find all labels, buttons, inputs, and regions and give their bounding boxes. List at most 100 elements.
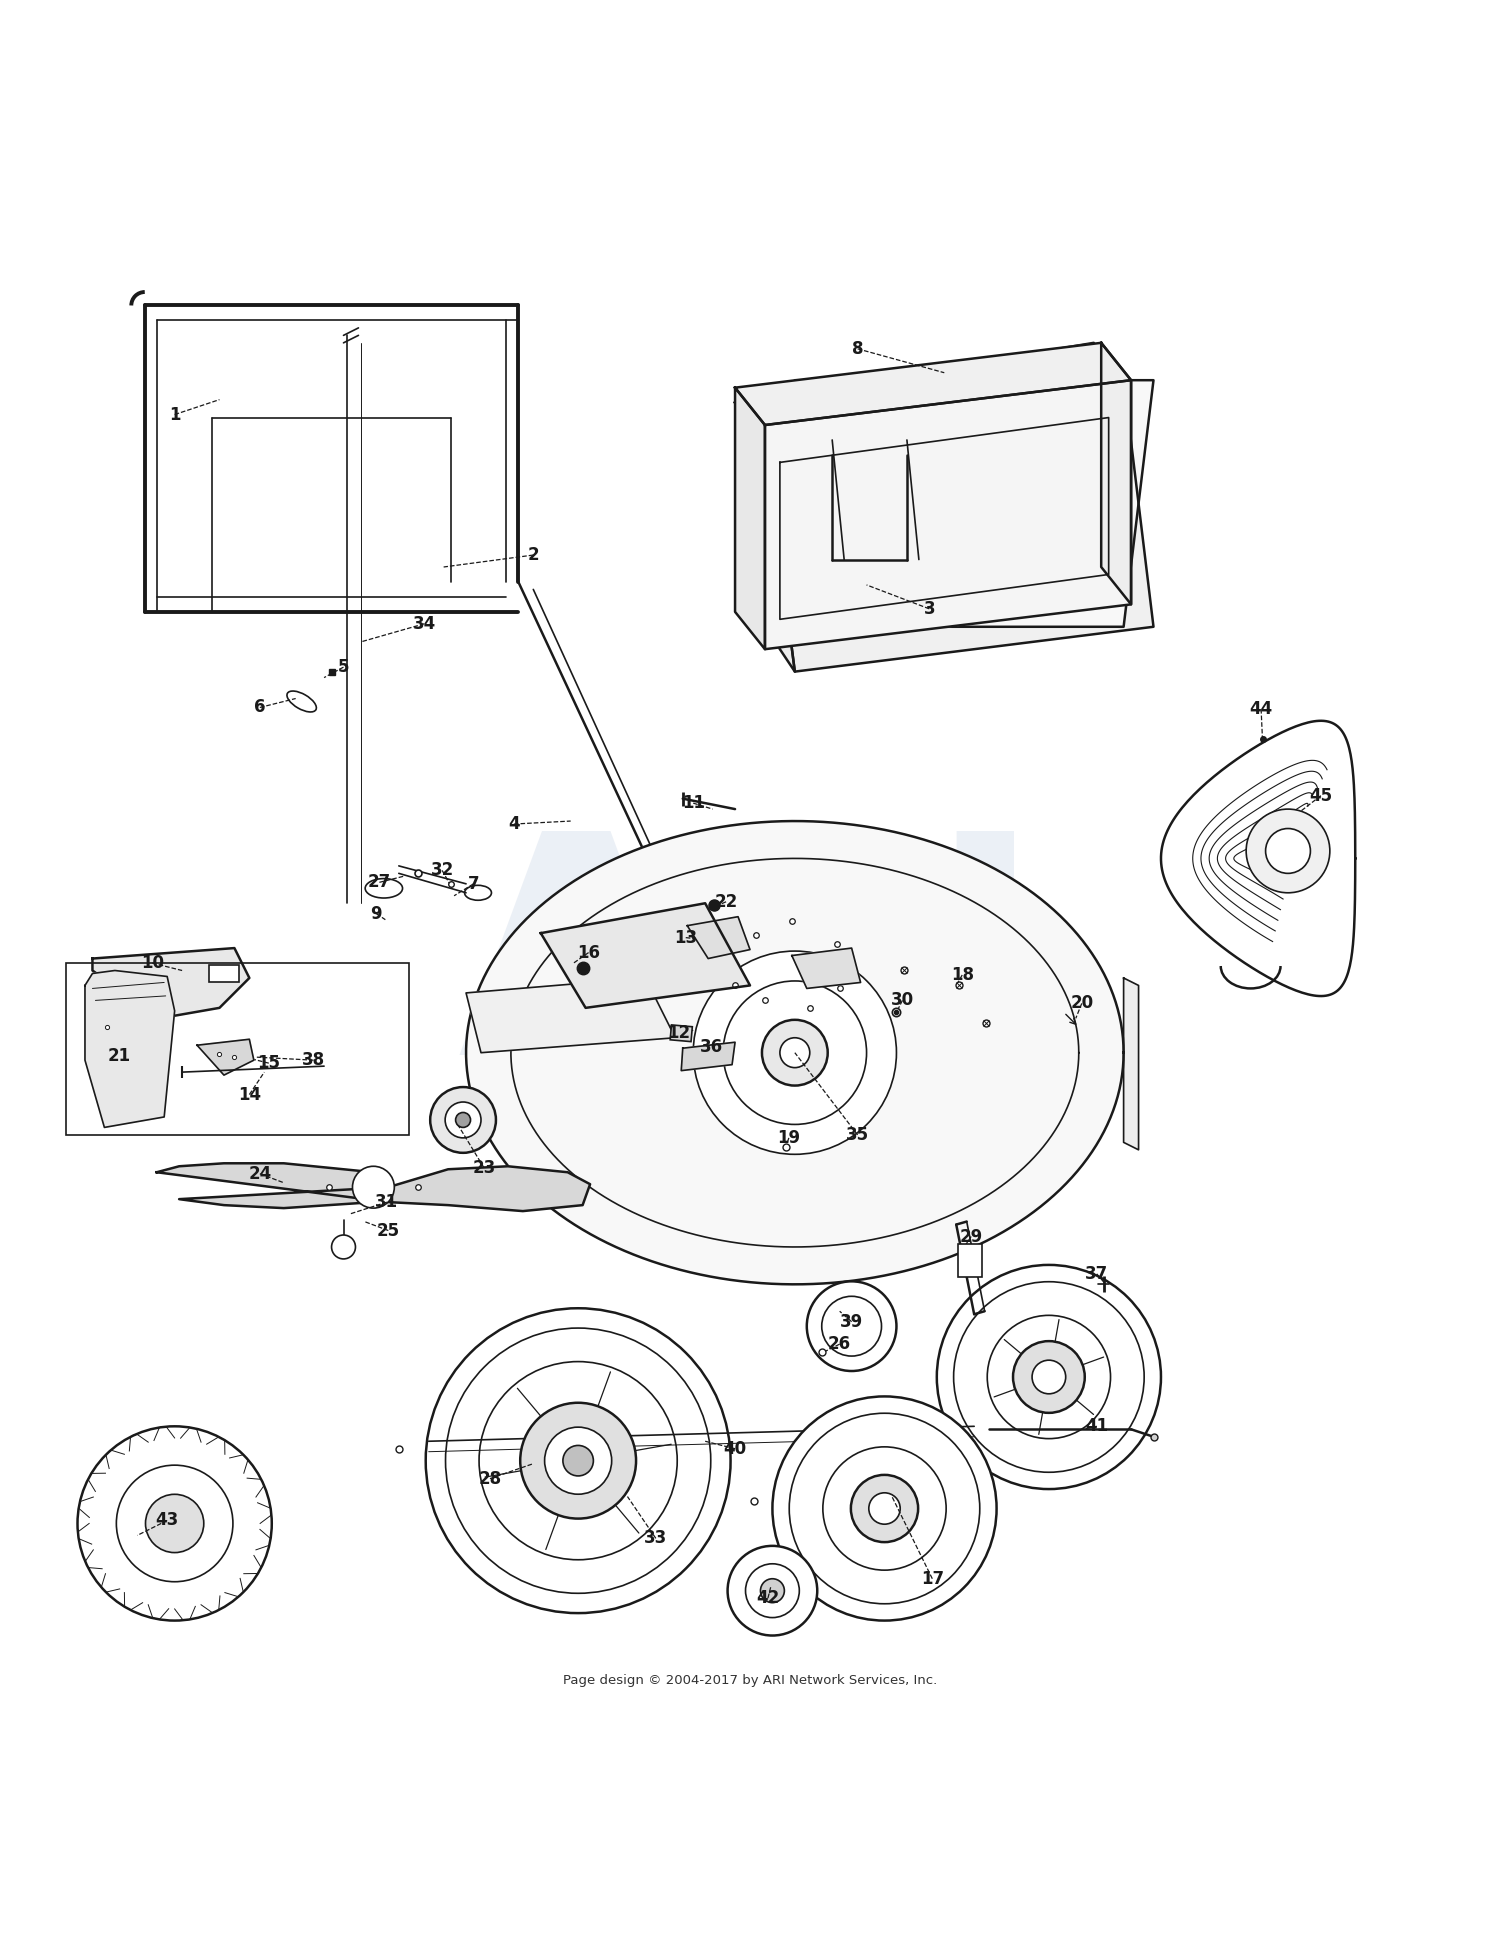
Circle shape [332,1234,356,1260]
Text: 29: 29 [960,1227,982,1246]
Text: 38: 38 [302,1052,326,1069]
Polygon shape [735,344,1131,425]
Polygon shape [93,947,249,1019]
Polygon shape [1124,978,1138,1149]
Text: 30: 30 [891,992,914,1009]
Text: 19: 19 [777,1130,801,1147]
Text: 16: 16 [578,943,600,961]
Text: 13: 13 [674,928,698,947]
Text: 18: 18 [951,967,974,984]
Circle shape [446,1328,711,1594]
Circle shape [780,1038,810,1068]
Circle shape [544,1427,612,1495]
Text: 23: 23 [472,1159,495,1176]
Bar [957,1244,981,1277]
Polygon shape [466,978,675,1052]
Circle shape [426,1308,730,1613]
Text: 12: 12 [666,1025,690,1042]
Text: 21: 21 [108,1046,130,1066]
Text: 25: 25 [376,1221,400,1240]
Text: 9: 9 [370,905,382,922]
Circle shape [78,1427,272,1621]
Circle shape [1266,829,1311,873]
Polygon shape [735,344,1124,441]
Text: 32: 32 [430,862,454,879]
Polygon shape [1101,344,1131,604]
Circle shape [478,1361,676,1561]
Polygon shape [687,916,750,959]
Text: 40: 40 [723,1440,747,1458]
Text: 6: 6 [254,699,266,716]
Circle shape [807,1281,897,1370]
Circle shape [868,1493,900,1524]
Text: 11: 11 [681,794,705,811]
Circle shape [117,1465,232,1582]
Text: 41: 41 [1084,1417,1108,1434]
Bar [209,965,238,982]
Polygon shape [542,903,750,1007]
Circle shape [430,1087,496,1153]
Circle shape [352,1167,395,1207]
Polygon shape [735,388,765,648]
Circle shape [456,1112,471,1128]
Text: 20: 20 [1070,994,1094,1013]
Circle shape [520,1403,636,1518]
Text: 45: 45 [1310,786,1332,806]
Polygon shape [765,380,1154,672]
Polygon shape [1161,720,1354,996]
Polygon shape [681,1042,735,1071]
Text: 17: 17 [921,1570,944,1588]
Text: 3: 3 [924,600,934,617]
Text: 14: 14 [238,1085,261,1104]
Text: 35: 35 [846,1126,868,1143]
Text: ARI: ARI [458,821,1042,1120]
Text: 43: 43 [156,1512,178,1530]
Polygon shape [735,402,795,672]
Circle shape [824,1446,946,1570]
Text: 39: 39 [840,1312,862,1332]
Bar [66,963,410,1135]
Circle shape [562,1446,594,1475]
Polygon shape [765,380,1154,627]
Text: 7: 7 [468,875,480,893]
Circle shape [762,1019,828,1085]
Circle shape [772,1396,996,1621]
Text: Page design © 2004-2017 by ARI Network Services, Inc.: Page design © 2004-2017 by ARI Network S… [562,1673,938,1687]
Circle shape [1013,1341,1084,1413]
Polygon shape [156,1163,590,1211]
Text: 22: 22 [714,893,738,910]
Circle shape [987,1316,1110,1438]
Text: 10: 10 [141,955,164,972]
Circle shape [1032,1361,1065,1394]
Polygon shape [466,821,1124,1285]
Circle shape [938,1266,1161,1489]
Polygon shape [86,970,174,1128]
Bar [670,1025,693,1042]
Circle shape [850,1475,918,1543]
Text: 34: 34 [413,615,436,633]
Polygon shape [196,1038,254,1075]
Text: 36: 36 [699,1038,723,1056]
Text: 26: 26 [828,1335,850,1353]
Text: 31: 31 [375,1194,399,1211]
Circle shape [693,951,897,1155]
Text: 15: 15 [258,1054,280,1071]
Text: 37: 37 [1084,1266,1108,1283]
Text: 33: 33 [644,1530,668,1547]
Text: 2: 2 [528,545,538,565]
Circle shape [728,1545,818,1636]
Text: 1: 1 [170,406,180,423]
Polygon shape [792,947,861,988]
Circle shape [760,1578,784,1603]
Circle shape [746,1564,800,1617]
Text: 4: 4 [509,815,519,833]
Circle shape [146,1495,204,1553]
Circle shape [446,1102,482,1137]
Text: 5: 5 [338,658,350,675]
Circle shape [1246,809,1330,893]
Text: 42: 42 [756,1590,780,1607]
Circle shape [822,1297,882,1357]
Circle shape [723,980,867,1124]
Text: 44: 44 [1250,701,1272,718]
Text: 24: 24 [248,1165,272,1182]
